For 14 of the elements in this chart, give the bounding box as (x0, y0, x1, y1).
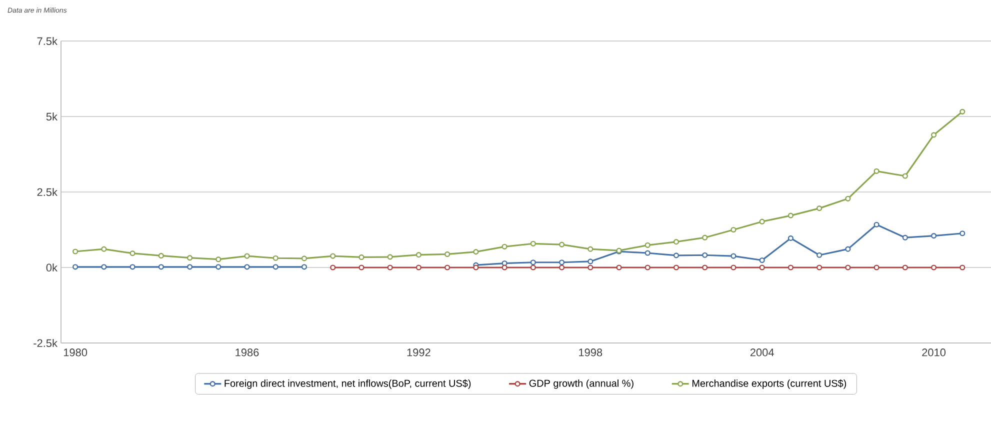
y-tick-label: 5k (46, 112, 58, 121)
x-tick-label: 2010 (922, 348, 946, 356)
x-tick-label: 2004 (750, 348, 774, 356)
y-tick-label: -2.5k (34, 338, 58, 348)
legend-label: GDP growth (annual %) (529, 379, 634, 389)
x-tick-label: 1980 (64, 348, 88, 356)
legend-label: Foreign direct investment, net inflows(BoP, current US$) (224, 379, 471, 389)
x-tick-label: 1992 (407, 348, 430, 356)
x-tick-label: 1998 (579, 348, 602, 356)
x-tick-label: 1986 (236, 348, 259, 356)
y-tick-label: 7.5k (37, 36, 58, 46)
y-tick-label: 0k (46, 263, 58, 272)
legend-label: Merchandise exports (current US$) (692, 379, 846, 389)
y-tick-label: 2.5k (37, 188, 58, 196)
